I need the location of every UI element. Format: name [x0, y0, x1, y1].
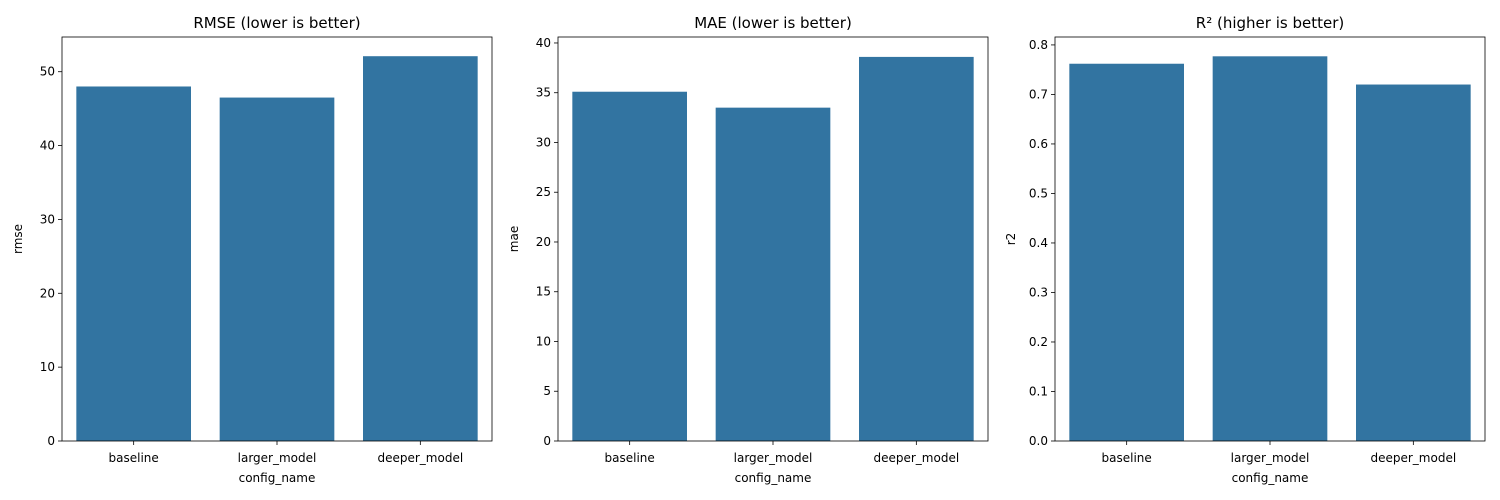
x-tick-label: larger_model — [238, 451, 317, 465]
y-axis-label: rmse — [11, 224, 25, 254]
y-tick-label: 40 — [536, 36, 551, 50]
bar-baseline — [572, 91, 687, 441]
y-tick-label: 0.7 — [1029, 87, 1048, 101]
bar-larger-model — [1212, 56, 1328, 441]
y-tick-label: 0.4 — [1029, 236, 1048, 250]
y-tick-label: 0.0 — [1029, 434, 1048, 448]
y-axis-label: mae — [507, 226, 521, 252]
y-tick-label: 20 — [40, 286, 55, 300]
y-tick-label: 20 — [536, 235, 551, 249]
bar-deeper-model — [859, 56, 974, 441]
y-tick-label: 30 — [40, 212, 55, 226]
y-tick-label: 40 — [40, 139, 55, 153]
y-tick-label: 0.2 — [1029, 335, 1048, 349]
subplot-title: R² (higher is better) — [1196, 14, 1344, 32]
subplot-1: 0 5 10 15 20 25 30 35 40 baseline larger_model deep… — [507, 14, 989, 485]
x-axis-label: config_name — [1232, 471, 1309, 485]
y-tick-label: 35 — [536, 86, 551, 100]
bar-deeper-model — [363, 56, 478, 441]
subplot-0: 0 10 20 30 40 50 baseline larger_model deeper_mo… — [11, 14, 493, 485]
y-tick-label: 0.1 — [1029, 384, 1048, 398]
x-tick-label: deeper_model — [1370, 451, 1456, 465]
x-tick-label: baseline — [605, 451, 655, 465]
y-tick-label: 0.3 — [1029, 285, 1048, 299]
x-axis-label: config_name — [735, 471, 812, 485]
bar-baseline — [76, 86, 191, 441]
y-axis-label: r2 — [1004, 233, 1018, 246]
y-tick-label: 50 — [40, 65, 55, 79]
bar-larger-model — [715, 107, 831, 442]
subplot-title: MAE (lower is better) — [694, 14, 852, 32]
x-axis-label: config_name — [239, 471, 316, 485]
y-tick-label: 15 — [536, 285, 551, 299]
x-tick-label: deeper_model — [377, 451, 463, 465]
bar-deeper-model — [1356, 84, 1471, 441]
bar-larger-model — [219, 97, 335, 441]
y-tick-label: 10 — [40, 360, 55, 374]
y-tick-label: 0.6 — [1029, 137, 1048, 151]
bar-baseline — [1069, 63, 1184, 442]
x-tick-label: baseline — [109, 451, 159, 465]
x-tick-label: deeper_model — [873, 451, 959, 465]
y-tick-label: 0 — [543, 434, 551, 448]
subplot-title: RMSE (lower is better) — [193, 14, 360, 32]
y-tick-label: 0.5 — [1029, 186, 1048, 200]
y-tick-label: 10 — [536, 334, 551, 348]
x-tick-label: larger_model — [1231, 451, 1310, 465]
y-tick-label: 0 — [47, 434, 55, 448]
x-tick-label: baseline — [1102, 451, 1152, 465]
y-tick-label: 30 — [536, 135, 551, 149]
x-tick-label: larger_model — [734, 451, 813, 465]
y-tick-label: 25 — [536, 185, 551, 199]
y-tick-label: 0.8 — [1029, 38, 1048, 52]
subplot-2: 0.0 0.1 0.2 0.3 0.4 0.5 0.6 0.7 0.8 baseline large… — [1004, 14, 1486, 485]
y-tick-label: 5 — [543, 384, 551, 398]
